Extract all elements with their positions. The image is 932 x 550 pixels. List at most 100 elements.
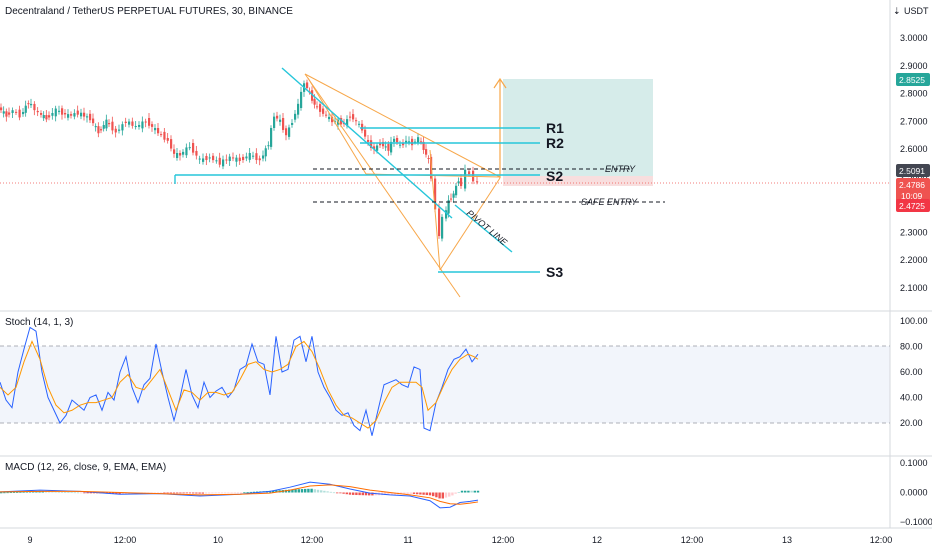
label-s3[interactable]: S3: [546, 264, 563, 280]
macd-bar: [435, 492, 438, 498]
candle-body: [276, 115, 279, 119]
candle-body: [376, 145, 379, 151]
macd-bar: [291, 489, 294, 493]
candle-body: [182, 151, 185, 155]
time-axis[interactable]: 9 12:00 10 12:00 11 12:00 12 12:00 13 12:00: [27, 535, 892, 545]
candle-body: [18, 109, 21, 118]
candle-body: [235, 157, 238, 162]
macd-bar: [428, 492, 432, 496]
macd-bar: [169, 492, 172, 494]
candle-body: [245, 156, 248, 159]
candle-body: [105, 119, 108, 129]
macd-bar: [243, 492, 246, 494]
label-entry[interactable]: ENTRY: [605, 164, 636, 174]
time-tick-label: 12:00: [492, 535, 515, 545]
stoch-title[interactable]: Stoch (14, 1, 3): [5, 317, 73, 328]
candle-body: [61, 108, 64, 115]
currency-label[interactable]: USDT: [904, 6, 929, 16]
candle-body: [48, 115, 51, 118]
macd-bar: [438, 492, 441, 499]
candle-body: [468, 171, 471, 175]
drawing-overlays: [174, 67, 665, 298]
candle-body: [198, 158, 201, 160]
price-tick-label: 2.3000: [900, 227, 928, 237]
candle-body: [364, 129, 367, 137]
candle-body: [355, 120, 358, 122]
candle-body: [148, 118, 151, 126]
candle-body: [33, 103, 36, 111]
candle-body: [352, 114, 355, 120]
candle-body: [22, 111, 25, 115]
time-tick-label: 12: [592, 535, 602, 545]
candle-body: [24, 105, 27, 113]
macd-bar: [246, 492, 249, 493]
candle-body: [425, 149, 428, 155]
candle-body: [205, 155, 208, 161]
candle-body: [163, 131, 166, 140]
macd-bar: [364, 492, 368, 496]
candle-body: [322, 108, 325, 114]
macd-bar: [121, 492, 124, 495]
macd-title[interactable]: MACD (12, 26, close, 9, EMA, EMA): [5, 462, 166, 473]
macd-bar: [112, 492, 115, 494]
macd-bar: [304, 488, 307, 493]
candle-body: [160, 134, 163, 136]
macd-bar: [6, 492, 9, 494]
candle-body: [316, 106, 319, 108]
macd-bar: [92, 492, 96, 494]
macd-bar: [38, 491, 41, 493]
macd-bar: [240, 492, 243, 494]
macd-bar: [192, 492, 195, 494]
candle-body: [36, 110, 39, 113]
badge-low-price: 2.4725: [899, 201, 925, 211]
candle-body: [40, 113, 43, 115]
candle-body: [54, 108, 57, 117]
macd-bar: [387, 492, 390, 495]
label-safe-entry[interactable]: SAFE ENTRY: [581, 197, 638, 207]
stoch-d-line: [0, 340, 479, 429]
candle-body: [370, 140, 373, 148]
macd-bar: [320, 490, 323, 493]
label-s2[interactable]: S2: [546, 168, 563, 184]
candle-body: [248, 153, 251, 160]
time-tick-label: 13: [782, 535, 792, 545]
candle-body: [422, 141, 425, 150]
candle-body: [447, 200, 450, 214]
macd-bar: [345, 492, 348, 495]
macd-bar: [406, 492, 409, 494]
macd-bar: [32, 491, 35, 493]
macd-bar: [204, 492, 208, 494]
candle-body: [297, 103, 300, 115]
macd-bar: [166, 492, 169, 494]
macd-bar: [339, 492, 342, 494]
candle-body: [212, 155, 215, 161]
candle-body: [111, 121, 114, 131]
macd-bar: [179, 492, 182, 494]
macd-bar: [153, 492, 156, 494]
candle-body: [170, 139, 173, 149]
label-r2[interactable]: R2: [546, 135, 564, 151]
candle-body: [218, 157, 221, 165]
candle-body: [402, 143, 405, 146]
stoch-tick-label: 60.00: [900, 367, 923, 377]
candle-body: [334, 121, 337, 123]
macd-bar: [316, 489, 320, 493]
stoch-axis[interactable]: 100.00 80.00 60.00 40.00 20.00: [900, 316, 928, 428]
time-tick-label: 12:00: [870, 535, 893, 545]
macd-bar: [73, 492, 76, 494]
macd-bar: [44, 491, 48, 493]
macd-axis[interactable]: 0.1000 0.0000 −0.1000: [900, 458, 932, 527]
macd-bar: [83, 492, 86, 494]
candle-body: [279, 119, 282, 122]
macd-bar: [460, 490, 464, 493]
macd-bar: [70, 492, 73, 494]
candle-body: [313, 99, 316, 105]
currency-menu-icon[interactable]: ⇣: [893, 6, 901, 16]
macd-bar: [118, 492, 121, 495]
label-r1[interactable]: R1: [546, 120, 564, 136]
candle-body: [64, 113, 67, 115]
candle-body: [124, 121, 127, 123]
candle-body: [438, 208, 441, 237]
candle-body: [262, 155, 265, 159]
macd-bar: [76, 492, 80, 494]
